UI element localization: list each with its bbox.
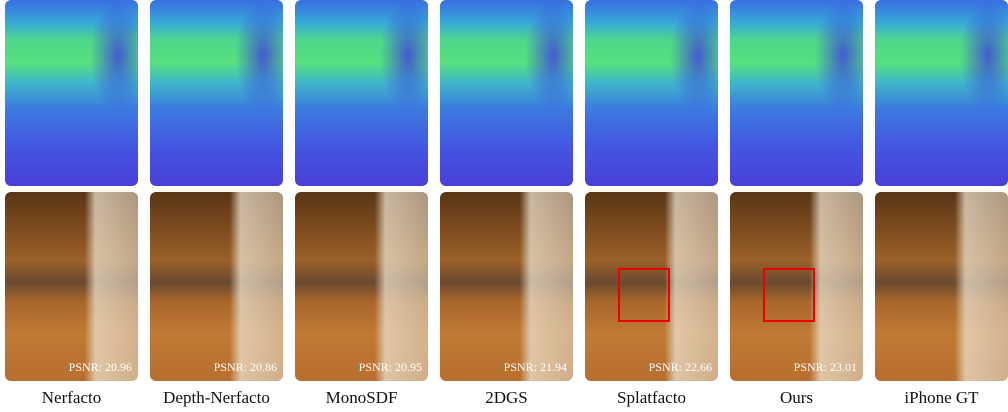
- method-label: Depth-Nerfacto: [140, 388, 293, 408]
- psnr-label: PSNR: 20.95: [295, 360, 422, 375]
- method-label: Nerfacto: [0, 388, 148, 408]
- method-label: 2DGS: [430, 388, 583, 408]
- psnr-label: PSNR: 20.96: [5, 360, 132, 375]
- depth-image: [295, 0, 428, 186]
- depth-image: [5, 0, 138, 186]
- psnr-label: PSNR: 20.86: [150, 360, 277, 375]
- highlight-box: [618, 268, 670, 322]
- method-label: MonoSDF: [285, 388, 438, 408]
- method-label: iPhone GT: [865, 388, 1008, 408]
- rgb-image: PSNR: 23.01: [730, 192, 863, 381]
- psnr-label: PSNR: 23.01: [730, 360, 857, 375]
- rgb-image: PSNR: 20.86: [150, 192, 283, 381]
- figure: (() => { const data = JSON.parse(documen…: [0, 0, 1008, 412]
- rgb-image: [875, 192, 1008, 381]
- method-column: iPhone GT: [875, 0, 1008, 412]
- highlight-box: [763, 268, 815, 322]
- method-label: Ours: [720, 388, 873, 408]
- psnr-label: PSNR: 22.66: [585, 360, 712, 375]
- depth-image: [440, 0, 573, 186]
- method-label: Splatfacto: [575, 388, 728, 408]
- rgb-image: PSNR: 20.95: [295, 192, 428, 381]
- depth-image: [150, 0, 283, 186]
- rgb-image: PSNR: 22.66: [585, 192, 718, 381]
- rgb-image: PSNR: 20.96: [5, 192, 138, 381]
- psnr-label: PSNR: 21.94: [440, 360, 567, 375]
- depth-image: [585, 0, 718, 186]
- rgb-image: PSNR: 21.94: [440, 192, 573, 381]
- depth-image: [730, 0, 863, 186]
- depth-image: [875, 0, 1008, 186]
